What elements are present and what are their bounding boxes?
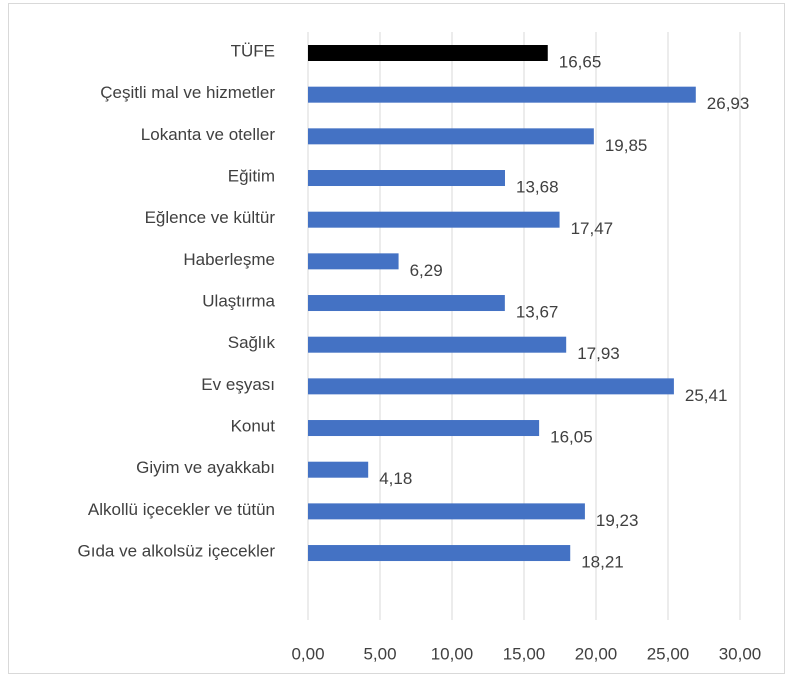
data-label: 18,21 [581, 553, 624, 572]
y-tick-label: Sağlık [228, 333, 276, 352]
data-label: 4,18 [379, 469, 412, 488]
x-tick-label: 20,00 [575, 644, 618, 663]
y-tick-label: Eğlence ve kültür [145, 208, 276, 227]
bar [308, 378, 674, 395]
y-tick-label: Gıda ve alkolsüz içecekler [78, 542, 276, 561]
data-label: 13,67 [516, 303, 559, 322]
y-tick-label: Giyim ve ayakkabı [136, 458, 275, 477]
bar [308, 128, 594, 145]
bar [308, 336, 567, 353]
bar [308, 253, 399, 270]
y-tick-label: Konut [231, 417, 276, 436]
data-label: 17,47 [571, 219, 614, 238]
x-tick-label: 10,00 [431, 644, 474, 663]
x-tick-label: 5,00 [363, 644, 396, 663]
bar [308, 211, 560, 228]
y-tick-label: Ev eşyası [201, 375, 275, 394]
y-tick-label: Alkollü içecekler ve tütün [88, 500, 275, 519]
y-tick-label: Eğitim [228, 166, 275, 185]
y-tick-label: Çeşitli mal ve hizmetler [100, 83, 275, 102]
data-label: 25,41 [685, 386, 728, 405]
bar [308, 170, 505, 187]
data-label: 19,85 [605, 136, 648, 155]
bar [308, 295, 505, 312]
data-label: 13,68 [516, 177, 559, 196]
bar [308, 503, 585, 520]
data-label: 16,65 [559, 52, 602, 71]
data-label: 16,05 [550, 428, 593, 447]
x-tick-label: 0,00 [291, 644, 324, 663]
x-tick-label: 25,00 [647, 644, 690, 663]
bar [308, 86, 696, 103]
data-label: 6,29 [410, 261, 443, 280]
bar [308, 45, 548, 61]
x-tick-label: 15,00 [503, 644, 546, 663]
data-label: 19,23 [596, 511, 639, 530]
bar [308, 461, 369, 478]
y-tick-label: Ulaştırma [202, 292, 275, 311]
y-tick-label: Lokanta ve oteller [141, 125, 276, 144]
data-label: 17,93 [577, 344, 620, 363]
y-tick-label: Haberleşme [183, 250, 275, 269]
y-tick-label: TÜFE [231, 41, 275, 60]
bar [308, 545, 571, 562]
data-label: 26,93 [707, 94, 750, 113]
x-tick-label: 30,00 [719, 644, 762, 663]
bar [308, 420, 540, 437]
